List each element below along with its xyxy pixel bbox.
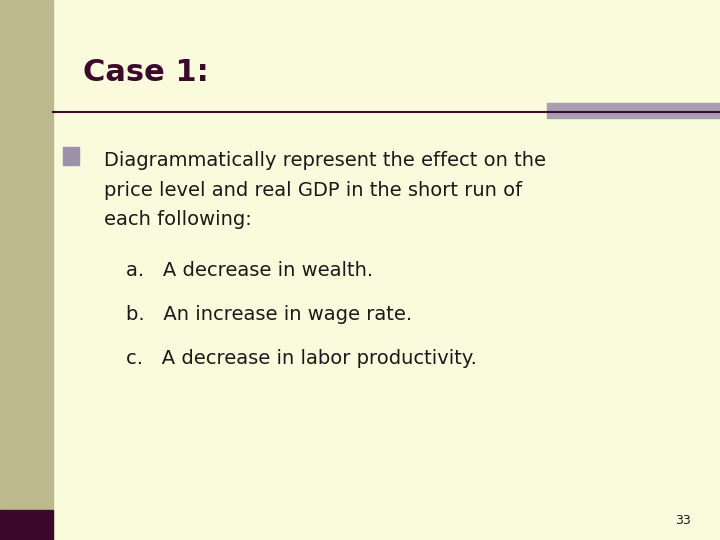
Text: Diagrammatically represent the effect on the
price level and real GDP in the sho: Diagrammatically represent the effect on… (104, 151, 546, 229)
Text: 33: 33 (675, 514, 691, 526)
Text: Case 1:: Case 1: (83, 58, 209, 87)
Bar (63, 147, 79, 165)
Text: a.   A decrease in wealth.: a. A decrease in wealth. (126, 260, 373, 280)
Text: c.   A decrease in labor productivity.: c. A decrease in labor productivity. (126, 349, 477, 368)
Bar (0, 0, 53, 510)
Text: b.   An increase in wage rate.: b. An increase in wage rate. (126, 305, 412, 324)
Bar (0, 510, 53, 540)
Bar (547, 103, 720, 118)
